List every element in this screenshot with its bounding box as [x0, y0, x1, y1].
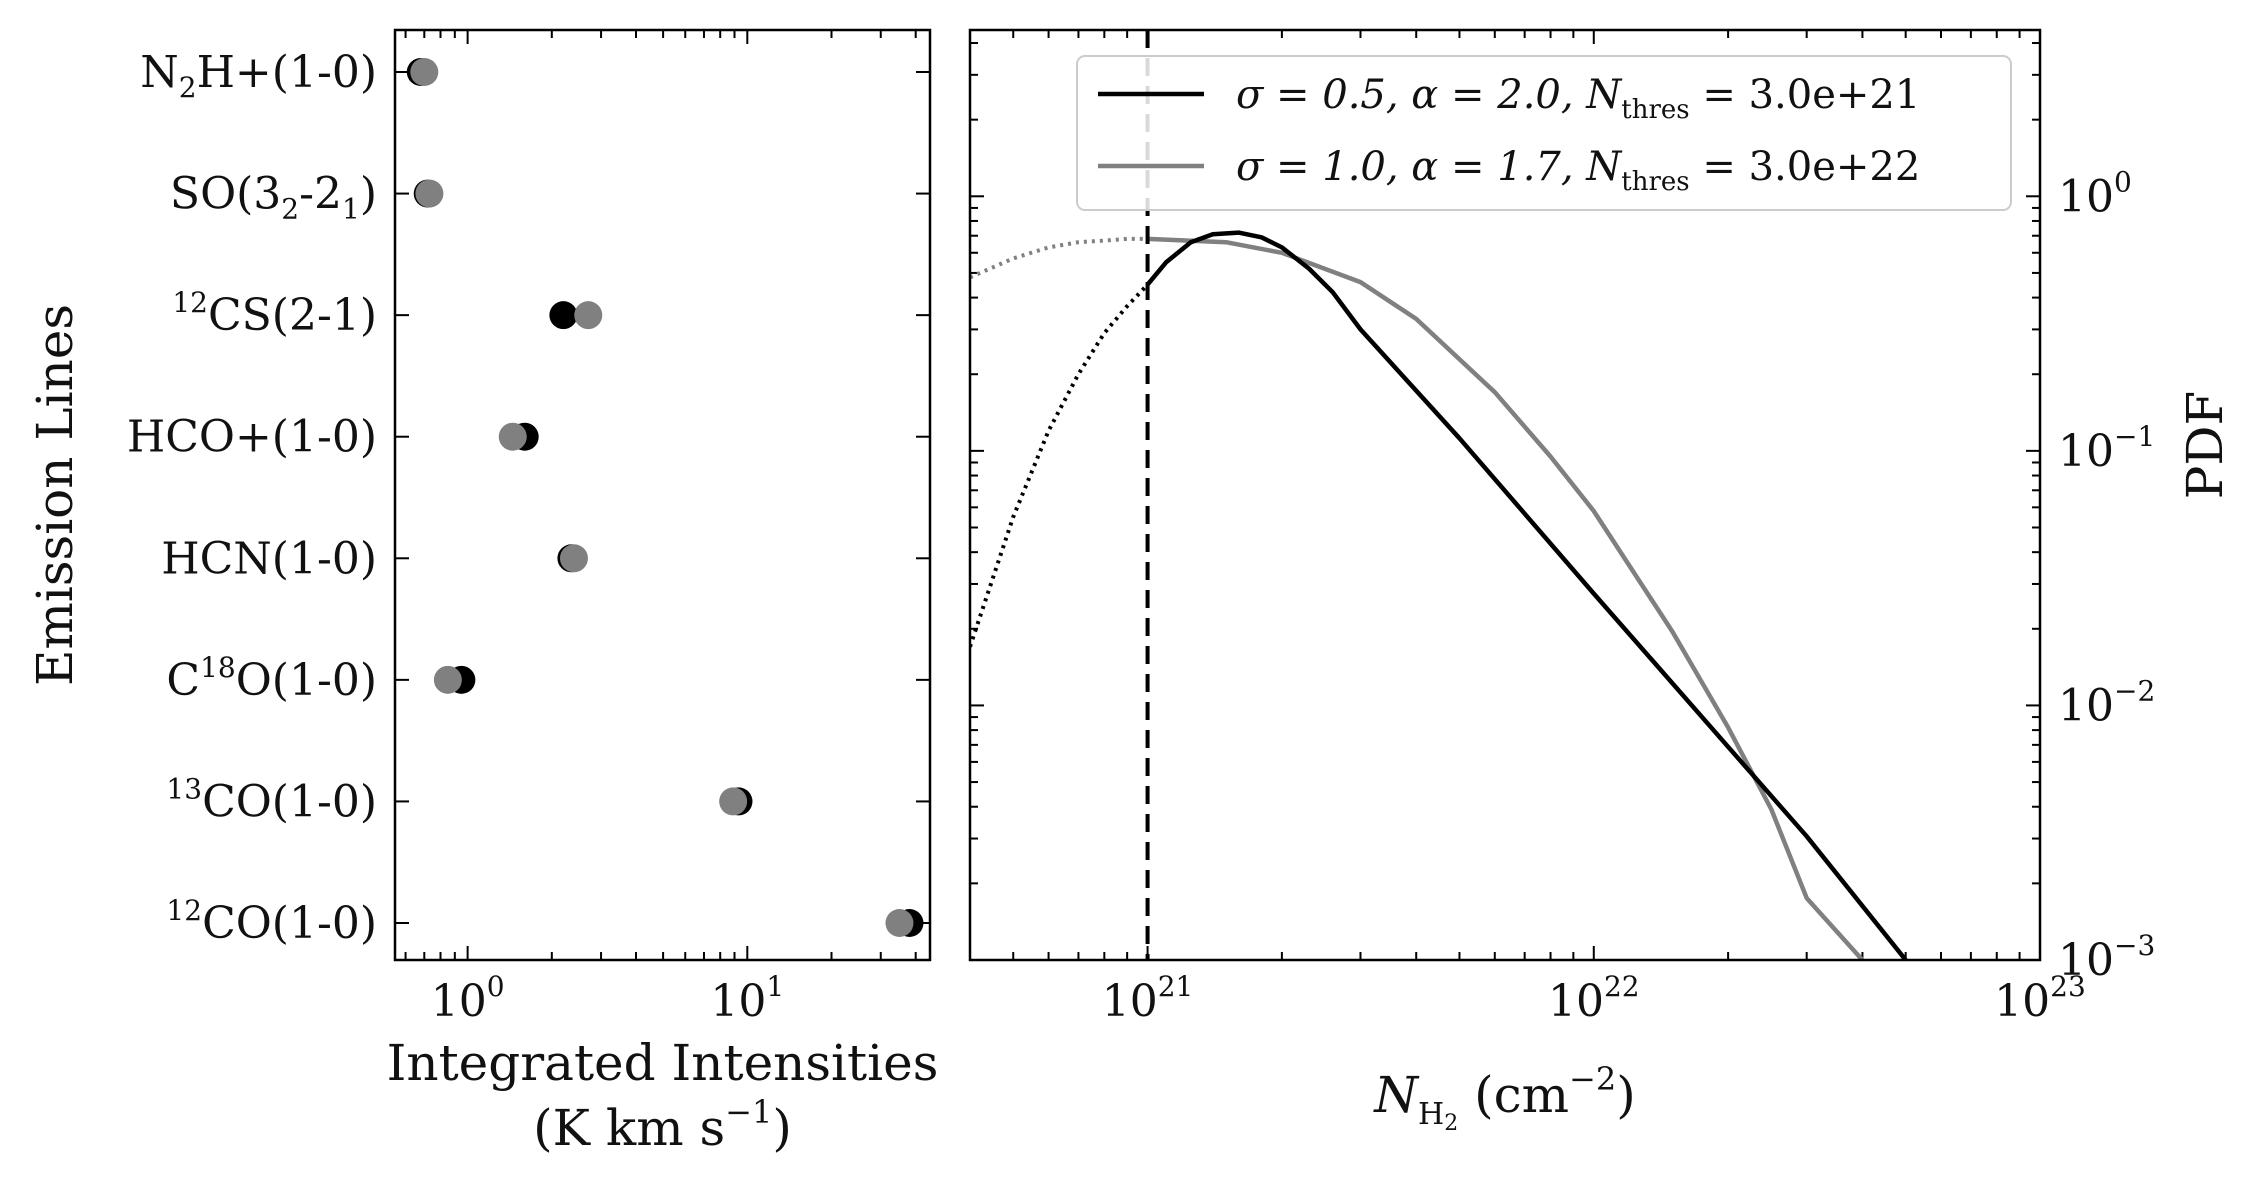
x-tick-label: 100	[431, 970, 505, 1027]
category-label: 12CS(2-1)	[172, 286, 377, 341]
data-point	[498, 422, 527, 451]
x-tick-label: 1021	[1102, 970, 1194, 1027]
legend-entry: σ = 1.0, α = 1.7, Nthres = 3.0e+22	[1236, 144, 1920, 197]
x-axis-unit: (K km s−1)	[533, 1093, 792, 1157]
data-point	[410, 58, 439, 86]
data-point	[885, 909, 914, 937]
pdf-curve-dotted	[970, 283, 1150, 648]
left-panel-intensities: N2H+(1-0) SO(32-21) 12CS(2-1) HCO+(1-0) HCN(…	[26, 28, 939, 1157]
pdf-curve-solid	[1145, 230, 1908, 960]
legend: σ = 0.5, α = 2.0, Nthres = 3.0e+21 σ = 1.…	[1076, 55, 2012, 211]
data-point	[559, 544, 588, 573]
data-point	[415, 179, 444, 208]
data-point	[433, 665, 462, 694]
x-tick-label: 101	[710, 970, 784, 1027]
category-label: SO(32-21)	[170, 169, 377, 226]
pdf-plot-area	[970, 30, 1908, 960]
data-point	[719, 787, 748, 816]
category-label: C18O(1-0)	[166, 651, 377, 706]
y-axis-label: PDF	[2176, 391, 2234, 499]
y-tick-label: 10−3	[2058, 929, 2155, 986]
data-point	[549, 301, 578, 330]
y-tick-label: 100	[2058, 165, 2132, 222]
category-label: 12CO(1-0)	[166, 894, 377, 949]
legend-entry: σ = 0.5, α = 2.0, Nthres = 3.0e+21	[1236, 72, 1920, 125]
y-axis-label: Emission Lines	[26, 304, 84, 686]
data-point	[574, 301, 603, 330]
category-label: HCO+(1-0)	[127, 412, 377, 463]
category-label: 13CO(1-0)	[166, 772, 377, 827]
pdf-curve-solid	[1147, 236, 1865, 960]
x-tick-label: 1022	[1548, 970, 1640, 1027]
x-tick-label: 1023	[1994, 970, 2086, 1027]
right-axes-frame	[968, 28, 2042, 962]
left-axes-frame	[393, 28, 932, 962]
category-label: HCN(1-0)	[161, 533, 377, 584]
x-axis-label: NH2 (cm−2)	[1373, 1060, 1635, 1136]
y-tick-label: 10−2	[2058, 674, 2155, 731]
right-panel-pdf: 1021 1022 1023 100 10−1 10−2 10−3 NH2 (cm−2) PDF…	[968, 28, 2234, 1136]
y-tick-label: 10−1	[2058, 420, 2155, 477]
category-label: N2H+(1-0)	[140, 47, 377, 104]
pdf-curve-dotted	[970, 236, 1148, 280]
legend-box	[1076, 55, 2012, 211]
x-axis-label: Integrated Intensities	[387, 1034, 939, 1092]
